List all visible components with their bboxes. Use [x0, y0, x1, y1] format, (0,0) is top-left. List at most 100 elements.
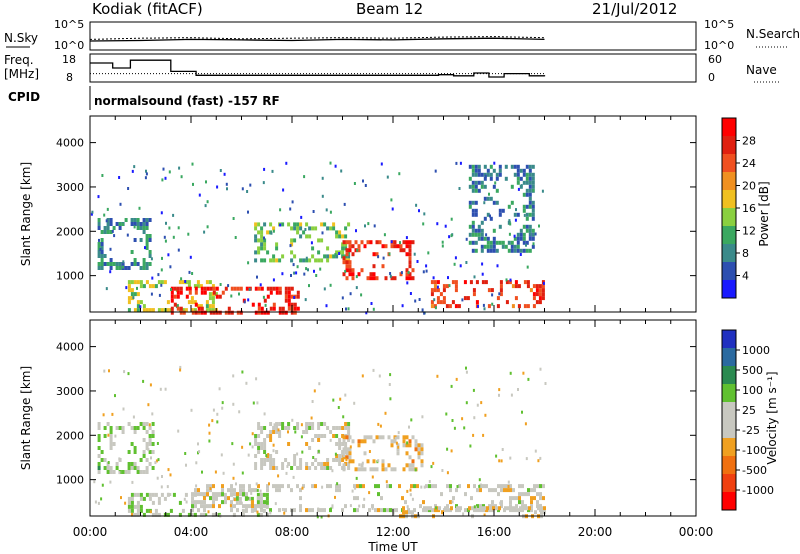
- power-colorbar-label: Power [dB]: [757, 181, 771, 246]
- power-cell-6: [528, 212, 532, 217]
- velocity-cell-2: [317, 434, 321, 438]
- power-speckle: [145, 169, 147, 173]
- velocity-cell-1: [248, 484, 251, 489]
- velocity-cell-1: [353, 484, 356, 489]
- power-speckle: [206, 225, 209, 229]
- power-speckle: [406, 281, 409, 285]
- velocity-speckle: [123, 370, 126, 374]
- power-cell-5: [97, 246, 101, 250]
- velocity-cell-1: [236, 492, 239, 497]
- velocity-speckle: [251, 445, 254, 449]
- velocity-speckle: [120, 496, 122, 500]
- power-speckle: [293, 271, 296, 275]
- velocity-cell-1: [395, 508, 398, 513]
- power-cell-4: [523, 304, 527, 309]
- power-speckle: [91, 210, 94, 214]
- power-speckle: [529, 232, 532, 236]
- velocity-cell-1: [221, 488, 224, 493]
- power-speckle: [122, 260, 125, 264]
- power-cell-1: [230, 310, 234, 315]
- velocity-speckle: [197, 442, 199, 446]
- power-speckle: [465, 237, 468, 241]
- velocity-speckle: [397, 445, 400, 449]
- power-cell-2: [290, 258, 294, 263]
- velocity-speckle: [408, 425, 410, 429]
- velocity-cell-0: [265, 496, 269, 501]
- power-cell-3: [393, 244, 397, 249]
- power-speckle: [167, 253, 170, 257]
- velocity-speckle: [343, 454, 346, 458]
- velocity-cell-3: [357, 443, 361, 448]
- velocity-cell-0: [256, 492, 260, 497]
- velocity-cell-4: [148, 438, 152, 442]
- velocity-cell-0: [130, 500, 134, 505]
- velocity-speckle: [329, 507, 332, 511]
- power-speckle: [162, 167, 165, 171]
- velocity-cell-5: [408, 510, 411, 515]
- power-cell-5: [115, 266, 119, 270]
- velocity-cell-1: [206, 484, 209, 489]
- velocity-speckle: [472, 388, 475, 392]
- freq-series-group: [90, 59, 546, 78]
- velocity-cell-1: [251, 488, 254, 493]
- velocity-cell-2: [263, 462, 267, 466]
- power-cell-1: [185, 286, 189, 291]
- velocity-cell-1: [497, 492, 500, 497]
- power-speckle: [433, 298, 436, 302]
- velocity-cell-1: [191, 496, 194, 501]
- velocity-cell-4: [133, 446, 137, 450]
- velocity-cell-1: [245, 492, 248, 497]
- power-cell-2: [254, 222, 258, 227]
- velocity-cell-1: [203, 508, 206, 513]
- power-cell-6: [474, 200, 478, 205]
- velocity-cell-2: [338, 462, 342, 466]
- velocity-cell-0: [247, 496, 251, 501]
- velocity-cell-4: [121, 430, 125, 434]
- power-cell-6: [492, 248, 496, 253]
- velocity-cell-0: [190, 512, 194, 517]
- velocity-cell-1: [530, 508, 533, 513]
- velocity-speckle: [363, 497, 366, 501]
- velocity-cell-1: [476, 504, 479, 509]
- velocity-speckle: [220, 453, 223, 457]
- velocity-cell-4: [106, 470, 110, 474]
- velocity-cell-2: [260, 446, 264, 450]
- velocity-cell-3: [348, 447, 352, 452]
- power-cell-0: [208, 304, 212, 309]
- power-cell-6: [516, 236, 520, 241]
- power-cell-6: [528, 224, 532, 229]
- power-cell-6: [474, 232, 478, 237]
- power-speckle: [136, 286, 138, 290]
- velocity-plot-area: [90, 320, 696, 516]
- power-cell-3: [372, 272, 376, 277]
- power-cell-2: [320, 238, 324, 243]
- power-cell-0: [166, 308, 170, 313]
- power-cell-5: [130, 222, 134, 226]
- power-cell-1: [200, 306, 204, 311]
- velocity-cell-3: [402, 467, 406, 472]
- power-cell-1: [278, 286, 282, 291]
- velocity-cell-5: [534, 510, 537, 515]
- power-cell-2: [275, 242, 279, 247]
- power-cell-2: [314, 226, 318, 231]
- velocity-cell-2: [293, 458, 297, 462]
- power-cell-6: [522, 232, 526, 237]
- power-cell-6: [522, 224, 526, 229]
- power-cell-1: [287, 306, 291, 311]
- velocity-cell-4: [103, 466, 107, 470]
- power-cell-5: [118, 222, 122, 226]
- velocity-speckle: [300, 435, 303, 439]
- velocity-cell-1: [374, 508, 377, 513]
- power-cell-0: [148, 284, 152, 289]
- velocity-cell-4: [97, 470, 101, 474]
- velocity-cell-1: [212, 496, 215, 501]
- velocity-cell-1: [296, 484, 299, 489]
- velocity-speckle: [150, 456, 152, 460]
- velocity-cell-0: [232, 512, 236, 517]
- velocity-speckle: [267, 453, 270, 456]
- velocity-speckle: [233, 498, 236, 502]
- velocity-cell-1: [215, 492, 218, 497]
- power-speckle: [423, 311, 426, 315]
- velocity-speckle: [222, 471, 225, 475]
- velocity-cell-3: [360, 463, 364, 468]
